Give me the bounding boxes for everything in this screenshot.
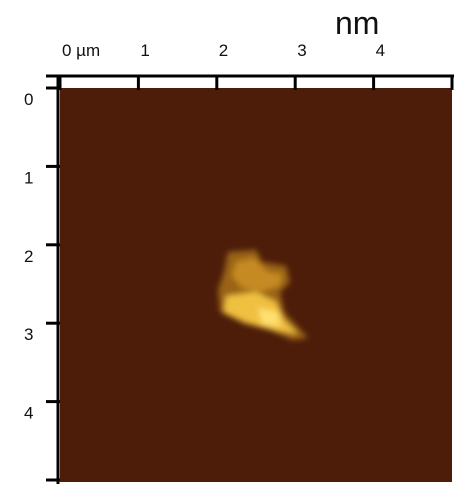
x-tick-label: 0 µm	[62, 41, 100, 60]
y-tick-label: 1	[24, 168, 33, 187]
chart: nm 0 µm 1 2 3 4 0 1 2 3 4	[0, 0, 459, 487]
x-tick-label: 1	[140, 41, 149, 60]
y-tick-label: 0	[24, 90, 33, 109]
y-tick-label: 2	[24, 247, 33, 266]
page: {"chart_data": {"type": "image", "title"…	[0, 0, 459, 487]
y-tick-label: 4	[24, 404, 33, 423]
x-tick-label: 4	[376, 41, 385, 60]
x-tick-label: 2	[219, 41, 228, 60]
unit-label: nm	[335, 5, 379, 41]
y-tick-label: 3	[24, 325, 33, 344]
x-tick-label: 3	[297, 41, 306, 60]
